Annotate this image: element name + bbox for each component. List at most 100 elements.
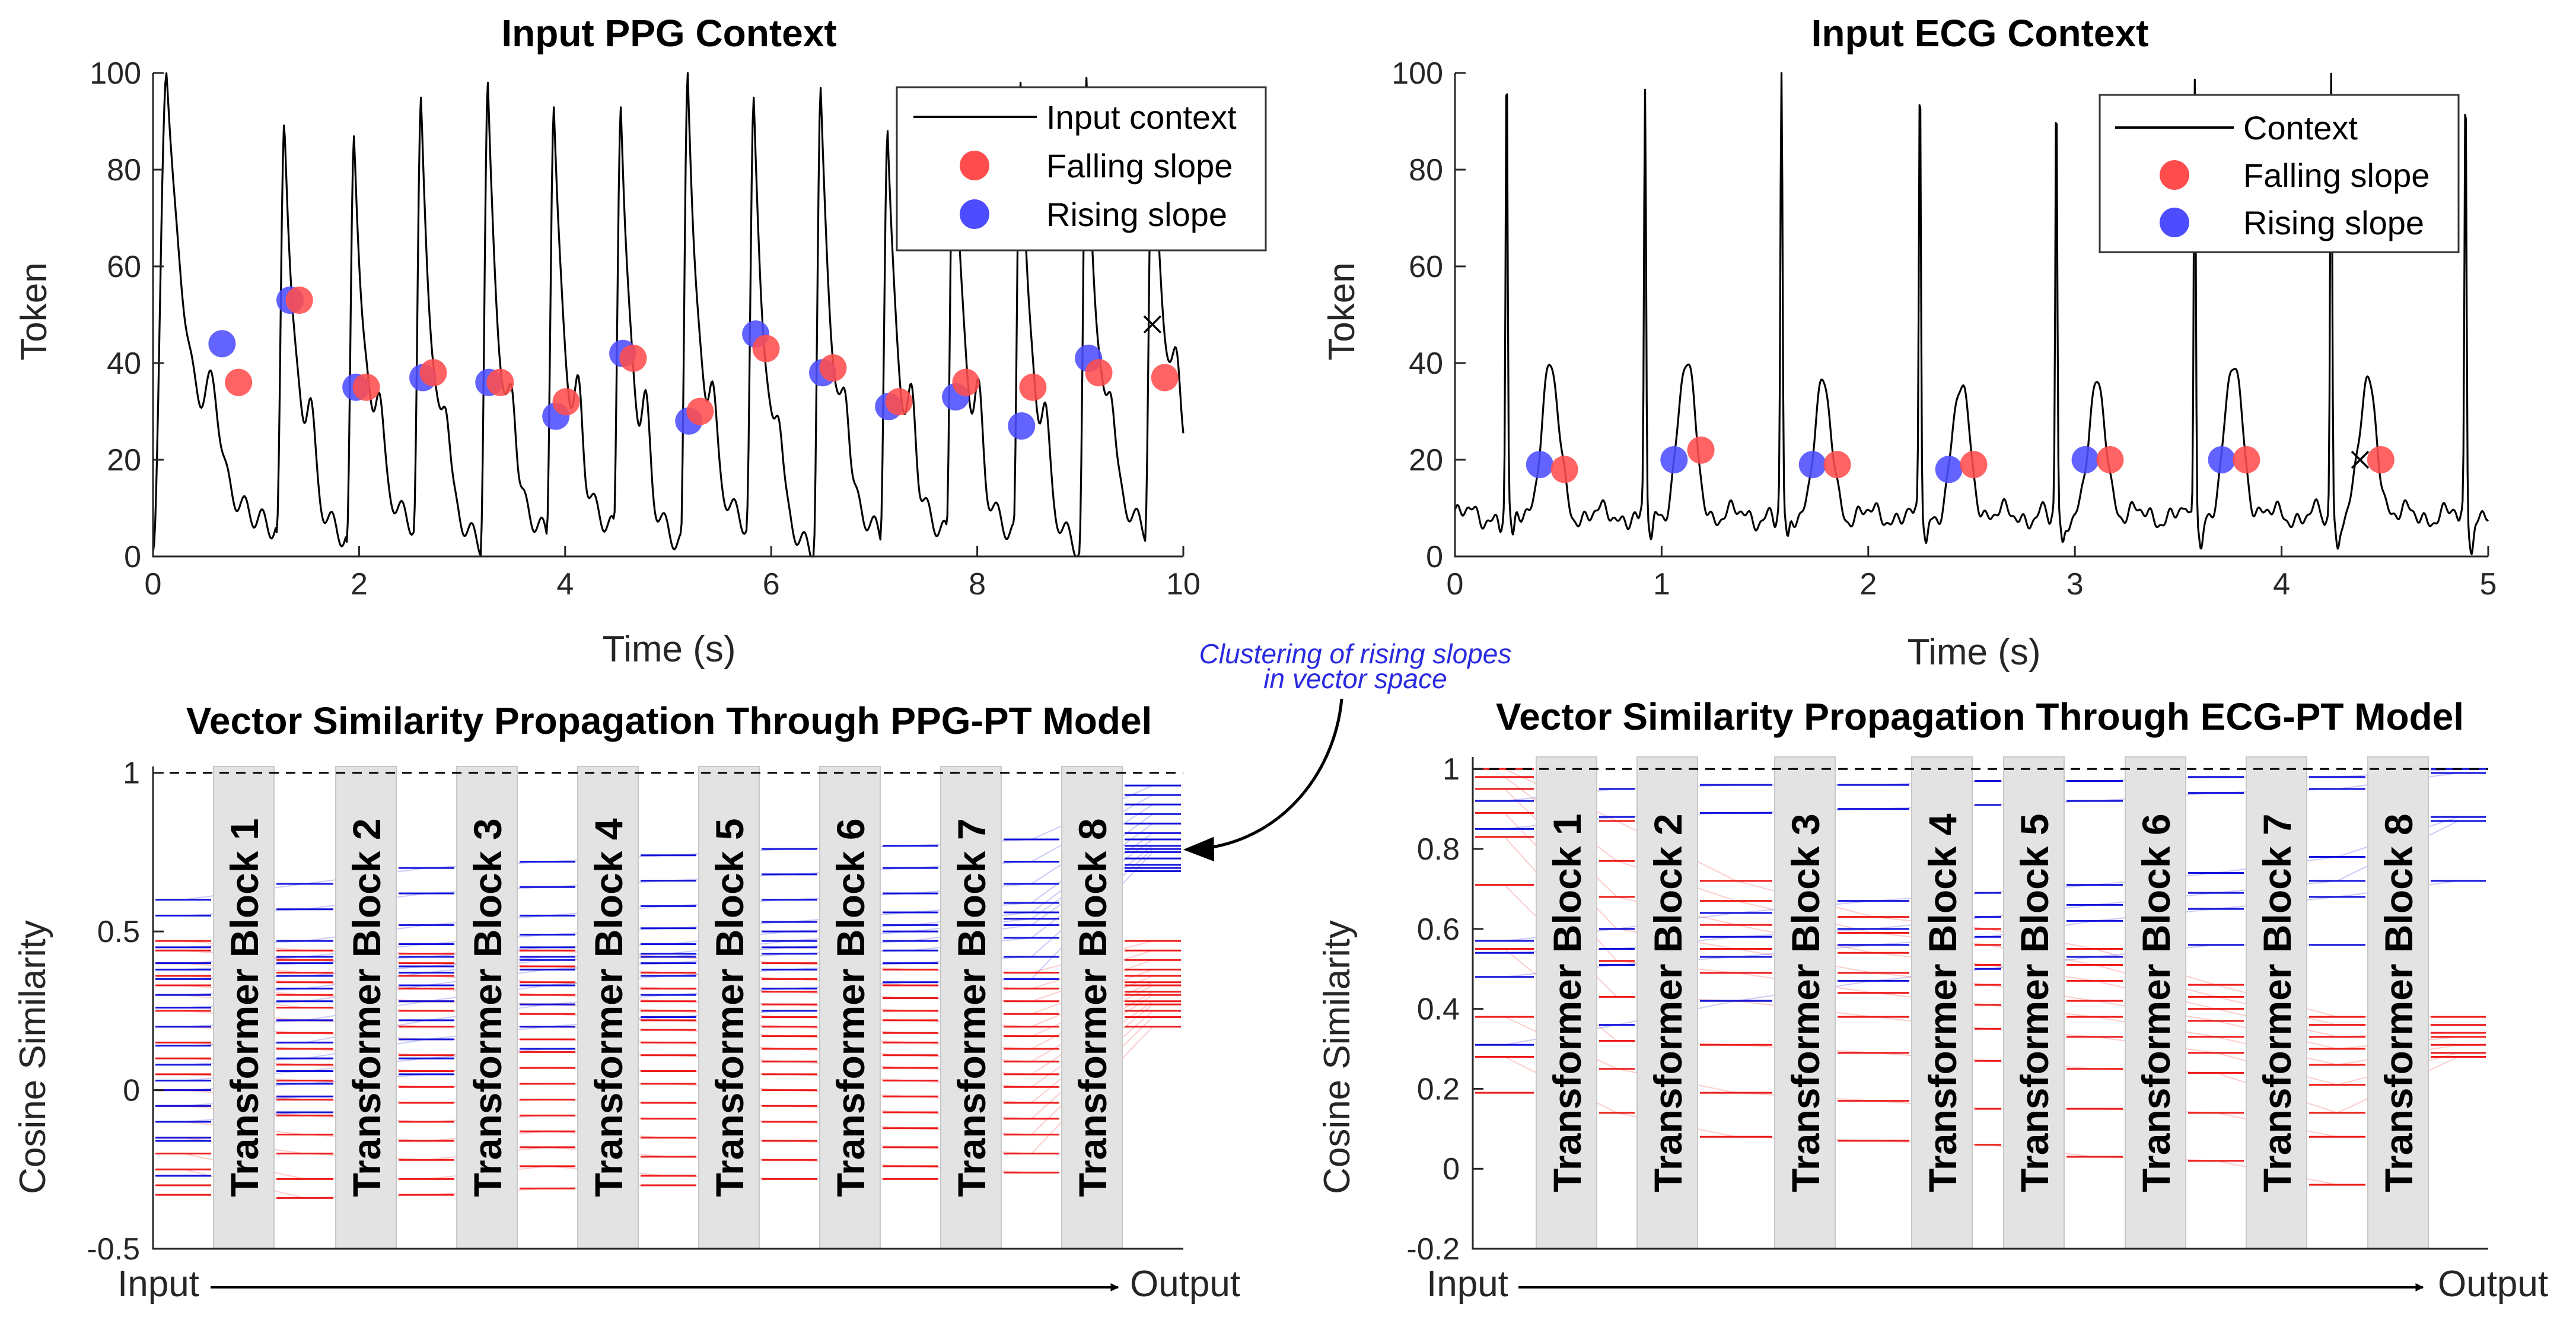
ppg-sim-input-label: Input [117, 1264, 199, 1305]
ecg-sim-block-label-4: Transformer Block 4 [1921, 813, 1964, 1192]
ppg-falling-point [819, 354, 847, 382]
ppg-legend-falling: Falling slope [1046, 147, 1233, 184]
ppg-falling-point [619, 344, 647, 372]
ecg-sim-block-1 [1536, 756, 1597, 1249]
ppg-sim-block-label-8: Transformer Block 8 [1071, 818, 1115, 1197]
ecg-sim-block-label-1: Transformer Block 1 [1545, 813, 1589, 1192]
ecg-sim-block-2 [1636, 756, 1698, 1249]
ecg-xtick-label: 2 [1859, 567, 1877, 602]
ecg-sim-block-7 [2246, 756, 2307, 1249]
ecg-ytick-label: 20 [1409, 443, 1443, 478]
ppg-sim-title: Vector Similarity Propagation Through PP… [186, 699, 1152, 742]
ppg-legend-context: Input context [1046, 98, 1237, 136]
ppg-sim-block-5 [698, 766, 760, 1249]
ecg-xtick-label: 4 [2273, 567, 2290, 602]
ppg-rising-point [208, 330, 236, 358]
ppg-sim-block-label-2: Transformer Block 2 [345, 818, 389, 1197]
ecg-sim-block-5 [2003, 756, 2065, 1249]
ecg-xlabel: Time (s) [1908, 632, 2041, 673]
ecg-sim-plot-area: Transformer Block 1 Transformer Block 2 Tr… [1406, 752, 2488, 1267]
ecg-falling-point [1823, 451, 1851, 479]
ppg-falling-point [1019, 373, 1047, 401]
annotation-line-1: Clustering of rising slopes [1199, 638, 1512, 669]
ecg-falling-point [2233, 446, 2260, 473]
ppg-falling-point [352, 373, 380, 401]
ppg-falling-point [552, 388, 580, 416]
ecg-sim-ytick-label: 0.4 [1417, 992, 1460, 1027]
ecg-ytick-label: 0 [1426, 540, 1443, 574]
ppg-sim-block-label-6: Transformer Block 6 [829, 818, 873, 1197]
ecg-rising-point [2208, 446, 2236, 473]
ecg-sim-ytick-label: 0 [1443, 1152, 1460, 1186]
ppg-sim-block-label-1: Transformer Block 1 [222, 818, 266, 1197]
ecg-falling-point [2096, 446, 2124, 473]
ecg-sim-block-4 [1911, 756, 1973, 1249]
ppg-sim-block-label-3: Transformer Block 3 [466, 818, 510, 1197]
ecg-rising-point [1526, 451, 1553, 479]
ecg-rising-point [1935, 456, 1963, 483]
ppg-ytick-label: 100 [90, 56, 141, 91]
ecg-legend-falling: Falling slope [2243, 157, 2429, 194]
ecg-sim-ytick-label: -0.2 [1406, 1232, 1460, 1267]
ecg-sim-block-3 [1774, 756, 1836, 1249]
ecg-rising-point [1798, 451, 1826, 479]
ecg-xtick-label: 5 [2480, 567, 2497, 602]
ppg-rising-point [1008, 412, 1036, 440]
ppg-x-marker [1143, 315, 1162, 334]
ppg-sim-block-1 [213, 766, 275, 1249]
ecg-rising-point [2071, 446, 2099, 473]
ppg-sim-ylabel: Cosine Similarity [12, 920, 53, 1194]
ecg-ytick-label: 100 [1392, 56, 1443, 91]
ppg-ytick-label: 80 [107, 153, 141, 187]
ppg-xtick-label: 8 [969, 567, 986, 602]
ppg-sim-block-7 [940, 766, 1002, 1249]
ecg-ytick-label: 80 [1409, 153, 1443, 187]
ppg-xtick-label: 10 [1166, 567, 1201, 602]
ppg-ytick-label: 60 [107, 250, 141, 284]
ppg-falling-point [952, 368, 980, 396]
ecg-legend: Context Falling slope Rising slope [2099, 94, 2460, 253]
ppg-xtick-label: 2 [351, 567, 368, 602]
ppg-sim-block-label-5: Transformer Block 5 [708, 818, 752, 1197]
ecg-ylabel: Token [1322, 262, 1362, 360]
ppg-ytick-label: 20 [107, 443, 141, 478]
ppg-ytick-label: 0 [124, 540, 141, 574]
ecg-ytick-label: 40 [1409, 346, 1443, 381]
ppg-sim-ytick-label: 0 [123, 1074, 140, 1108]
ecg-sim-input-label: Input [1426, 1264, 1508, 1305]
ecg-falling-point [1960, 451, 1988, 479]
ppg-falling-point [752, 335, 780, 362]
ecg-falling-point [2367, 446, 2394, 473]
ecg-sim-block-label-7: Transformer Block 7 [2255, 813, 2299, 1192]
ppg-falling-point [486, 368, 514, 396]
ppg-ylabel: Token [14, 262, 55, 360]
ppg-legend-rising: Rising slope [1046, 196, 1227, 233]
ppg-legend-rising-swatch [960, 199, 989, 229]
ecg-sim-ytick-label: 0.6 [1417, 912, 1460, 947]
ppg-sim-plot-area: Transformer Block 1 Transformer Block 2 Tr… [87, 756, 1183, 1267]
ecg-x-marker [2351, 450, 2370, 469]
ecg-legend-rising: Rising slope [2243, 204, 2424, 241]
ecg-sim-plot-bg [1473, 757, 2488, 1249]
ppg-sim-ytick-label: 1 [123, 756, 140, 791]
ecg-title: Input ECG Context [1811, 12, 2149, 55]
ecg-falling-point [1550, 456, 1578, 483]
ppg-similarity-panel: Vector Similarity Propagation Through PP… [12, 638, 1511, 1305]
ecg-sim-block-label-3: Transformer Block 3 [1784, 813, 1827, 1192]
ecg-context-panel: Input ECG Context Token Time (s) 0 1 2 3 4 5 0… [1322, 12, 2497, 673]
ecg-sim-block-label-2: Transformer Block 2 [1646, 813, 1690, 1192]
ecg-ytick-label: 60 [1409, 250, 1443, 284]
ppg-falling-point [285, 287, 313, 314]
ecg-sim-ytick-label: 1 [1443, 752, 1460, 787]
ecg-sim-block-8 [2367, 756, 2429, 1249]
ecg-xtick-label: 1 [1653, 567, 1670, 602]
ppg-falling-point [686, 397, 714, 425]
ppg-falling-point [225, 368, 253, 396]
ppg-sim-block-2 [335, 766, 397, 1249]
ppg-falling-point [419, 359, 447, 387]
ppg-sim-block-4 [577, 766, 639, 1249]
ppg-falling-point [1151, 364, 1179, 392]
ppg-sim-block-label-7: Transformer Block 7 [950, 818, 994, 1197]
